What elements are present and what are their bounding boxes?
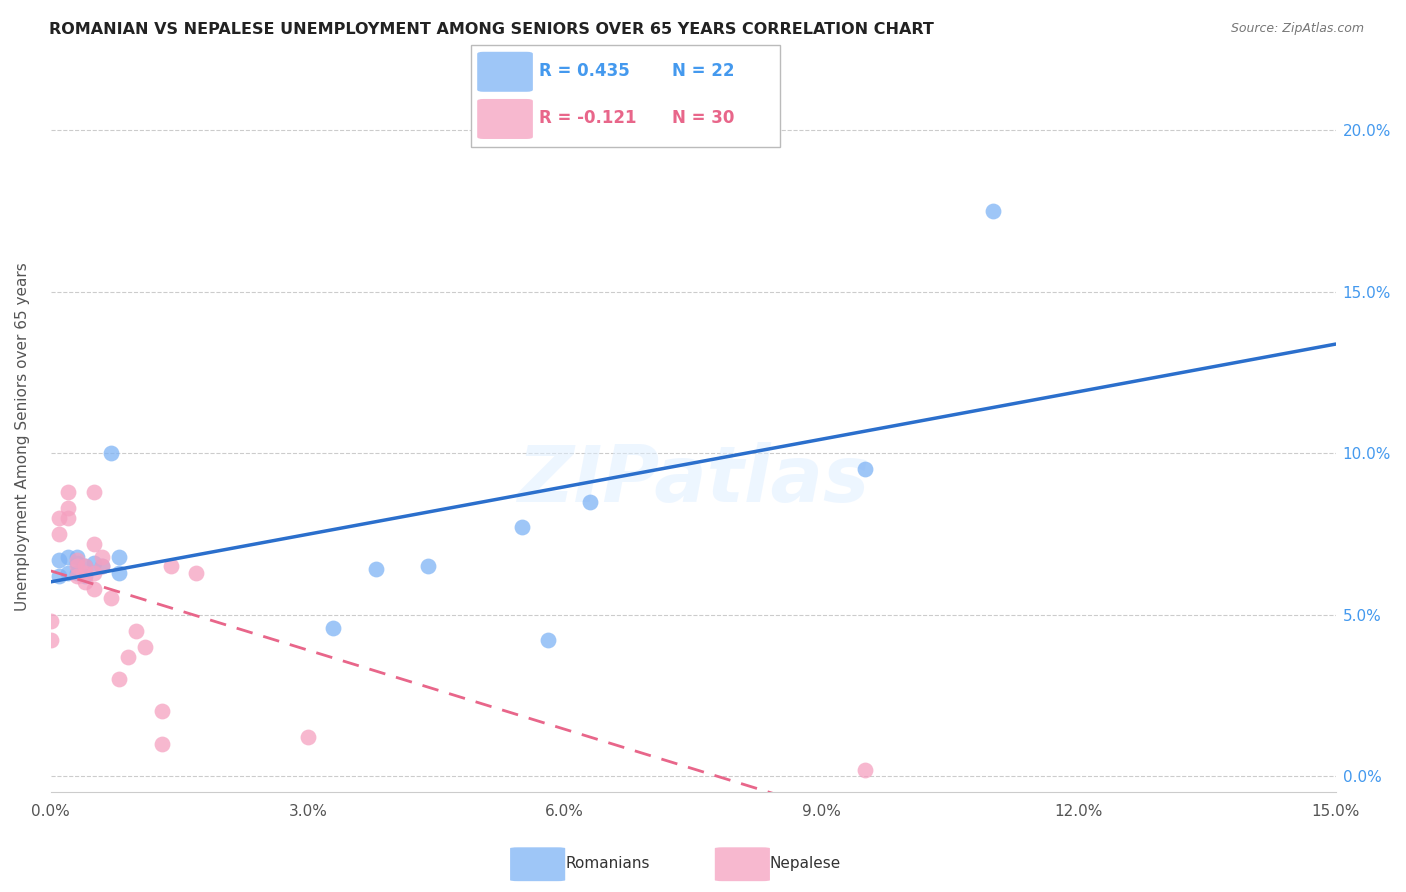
- Y-axis label: Unemployment Among Seniors over 65 years: Unemployment Among Seniors over 65 years: [15, 262, 30, 611]
- Point: [117, 649, 139, 664]
- Point: [75, 566, 97, 580]
- Point: [65, 549, 87, 564]
- Point: [75, 569, 97, 583]
- FancyBboxPatch shape: [714, 847, 770, 881]
- Point: [48, 569, 70, 583]
- Point: [83, 536, 105, 550]
- Point: [56, 485, 79, 500]
- Point: [100, 446, 122, 460]
- Point: [48, 553, 70, 567]
- Point: [75, 575, 97, 590]
- Text: N = 30: N = 30: [672, 109, 734, 127]
- FancyBboxPatch shape: [477, 52, 533, 92]
- Point: [56, 501, 79, 516]
- Point: [108, 549, 131, 564]
- Point: [150, 737, 173, 751]
- Text: Romanians: Romanians: [565, 855, 650, 871]
- Point: [65, 556, 87, 570]
- Point: [416, 559, 439, 574]
- Point: [65, 566, 87, 580]
- Point: [134, 640, 156, 654]
- Text: R = -0.121: R = -0.121: [538, 109, 637, 127]
- Point: [65, 553, 87, 567]
- Point: [159, 559, 181, 574]
- FancyBboxPatch shape: [471, 45, 780, 147]
- Point: [579, 494, 602, 508]
- Point: [150, 705, 173, 719]
- Point: [39, 614, 62, 628]
- Point: [297, 731, 319, 745]
- Point: [981, 204, 1004, 219]
- Point: [100, 591, 122, 606]
- Text: ROMANIAN VS NEPALESE UNEMPLOYMENT AMONG SENIORS OVER 65 YEARS CORRELATION CHART: ROMANIAN VS NEPALESE UNEMPLOYMENT AMONG …: [49, 22, 934, 37]
- Point: [322, 621, 344, 635]
- Text: N = 22: N = 22: [672, 62, 734, 79]
- FancyBboxPatch shape: [510, 847, 565, 881]
- Point: [510, 520, 533, 534]
- Point: [91, 559, 114, 574]
- Point: [83, 582, 105, 596]
- Point: [108, 566, 131, 580]
- Point: [56, 549, 79, 564]
- Text: Source: ZipAtlas.com: Source: ZipAtlas.com: [1230, 22, 1364, 36]
- FancyBboxPatch shape: [477, 99, 533, 139]
- Point: [48, 527, 70, 541]
- Point: [65, 559, 87, 574]
- Point: [853, 462, 876, 476]
- Point: [537, 633, 560, 648]
- Point: [186, 566, 208, 580]
- Text: ZIPatlas: ZIPatlas: [517, 442, 869, 517]
- Point: [65, 569, 87, 583]
- Point: [56, 566, 79, 580]
- Point: [83, 485, 105, 500]
- Point: [83, 556, 105, 570]
- Point: [108, 672, 131, 686]
- Point: [83, 566, 105, 580]
- Point: [75, 559, 97, 574]
- Point: [853, 763, 876, 777]
- Text: R = 0.435: R = 0.435: [538, 62, 630, 79]
- Point: [39, 633, 62, 648]
- Point: [56, 510, 79, 524]
- Point: [366, 562, 388, 576]
- Point: [91, 549, 114, 564]
- Text: Nepalese: Nepalese: [770, 855, 841, 871]
- Point: [48, 510, 70, 524]
- Point: [125, 624, 148, 638]
- Point: [91, 559, 114, 574]
- Point: [75, 559, 97, 574]
